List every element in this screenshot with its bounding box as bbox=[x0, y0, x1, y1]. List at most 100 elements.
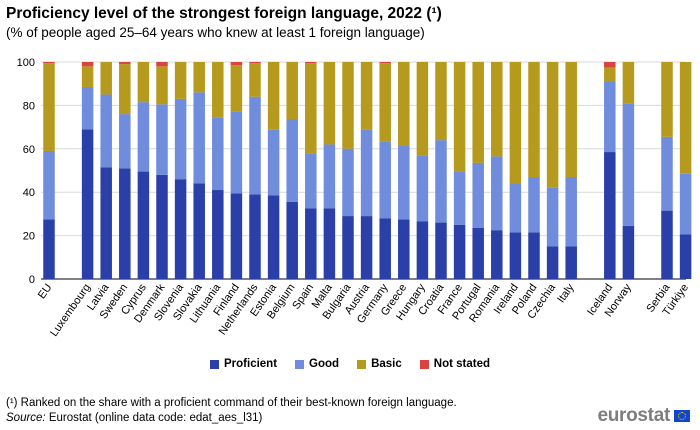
x-tick-label: Italy bbox=[555, 281, 577, 305]
bar-segment-not-stated bbox=[43, 62, 55, 64]
bar-segment-basic bbox=[305, 63, 317, 154]
chart-title: Proficiency level of the strongest forei… bbox=[6, 5, 442, 22]
legend-swatch-good bbox=[295, 359, 305, 369]
bar-segment-good bbox=[249, 96, 261, 195]
source-text: Eurostat (online data code: edat_aes_l31… bbox=[48, 412, 263, 424]
bar-segment-proficient bbox=[119, 168, 131, 279]
bar-segment-basic bbox=[193, 62, 205, 93]
bar-segment-basic bbox=[491, 62, 503, 157]
bar-segment-good bbox=[119, 114, 131, 169]
bar-segment-good bbox=[360, 129, 373, 217]
bar-segment-good bbox=[398, 145, 410, 220]
legend-item-basic: Basic bbox=[357, 358, 402, 370]
legend: Proficient Good Basic Not stated bbox=[0, 358, 700, 370]
stacked-bar-chart: 020406080100EULuxembourgLatviaSwedenCypr… bbox=[17, 57, 692, 339]
eurostat-logo: eurostat bbox=[597, 405, 690, 427]
bar-segment-proficient bbox=[546, 246, 559, 279]
bar-segment-proficient bbox=[137, 171, 150, 279]
bar-segment-proficient bbox=[193, 183, 205, 279]
eu-flag-icon bbox=[674, 410, 690, 422]
bar-segment-proficient bbox=[661, 210, 673, 279]
bar-segment-basic bbox=[622, 62, 635, 104]
bar-segment-basic bbox=[81, 66, 94, 87]
bar-segment-proficient bbox=[472, 228, 484, 279]
bar-segment-proficient bbox=[249, 194, 261, 279]
source-line: Source: Eurostat (online data code: edat… bbox=[6, 412, 262, 424]
bar-segment-proficient bbox=[679, 234, 692, 279]
bar-segment-proficient bbox=[43, 219, 55, 279]
bar-segment-good bbox=[528, 177, 540, 233]
bar-segment-basic bbox=[119, 64, 131, 115]
x-tick-label: EU bbox=[36, 282, 55, 301]
bar-segment-basic bbox=[267, 62, 280, 130]
bar-segment-basic bbox=[565, 62, 577, 178]
bar-segment-good bbox=[509, 183, 522, 233]
bar-segment-good bbox=[43, 150, 55, 220]
bar-segment-good bbox=[100, 94, 112, 168]
bar-segment-basic bbox=[249, 63, 261, 97]
bar-segment-not-stated bbox=[604, 62, 616, 68]
y-tick-label: 0 bbox=[29, 274, 35, 286]
bar-segment-proficient bbox=[156, 174, 168, 279]
bar-segment-proficient bbox=[435, 222, 447, 279]
source-label: Source: bbox=[6, 412, 46, 424]
legend-item-good: Good bbox=[295, 358, 339, 370]
bar-segment-good bbox=[379, 141, 391, 219]
bar-segment-not-stated bbox=[156, 62, 168, 67]
bar-segment-proficient bbox=[565, 246, 577, 279]
bar-segment-good bbox=[546, 187, 559, 247]
bar-segment-proficient bbox=[453, 224, 466, 279]
y-tick-label: 100 bbox=[17, 57, 35, 69]
bar-segment-basic bbox=[212, 62, 224, 118]
logo-text: eurostat bbox=[597, 405, 670, 426]
bar-segment-basic bbox=[528, 62, 540, 178]
bar-segment-proficient bbox=[379, 218, 391, 279]
bar-segment-good bbox=[156, 104, 168, 175]
bar-segment-basic bbox=[679, 62, 692, 174]
bar-segment-basic bbox=[100, 62, 112, 95]
bar-segment-proficient bbox=[360, 216, 373, 279]
bar-segment-good bbox=[491, 156, 503, 231]
bar-segment-basic bbox=[230, 65, 243, 112]
bar-segment-good bbox=[453, 171, 466, 225]
bar-segment-basic bbox=[379, 63, 391, 142]
bar-segment-basic bbox=[435, 62, 447, 141]
x-tick-label: Luxembourg bbox=[48, 282, 93, 339]
bar-segment-basic bbox=[174, 62, 187, 99]
bar-segment-good bbox=[679, 173, 692, 235]
bar-segment-basic bbox=[661, 62, 673, 137]
legend-swatch-not-stated bbox=[419, 359, 429, 369]
bar-segment-proficient bbox=[174, 179, 187, 279]
bar-segment-proficient bbox=[398, 219, 410, 279]
bar-segment-not-stated bbox=[249, 62, 261, 64]
bar-segment-basic bbox=[43, 63, 55, 151]
legend-swatch-proficient bbox=[210, 359, 219, 369]
bar-segment-good bbox=[267, 129, 280, 196]
bar-segment-basic bbox=[360, 62, 373, 130]
bar-segment-proficient bbox=[416, 221, 429, 279]
bar-segment-good bbox=[323, 144, 336, 209]
bar-segment-good bbox=[622, 103, 635, 226]
bar-segment-proficient bbox=[528, 232, 540, 279]
bar-segment-basic bbox=[156, 66, 168, 105]
y-tick-label: 20 bbox=[23, 231, 35, 243]
bar-segment-good bbox=[230, 111, 243, 194]
bar-segment-proficient bbox=[509, 232, 522, 279]
bar-segment-basic bbox=[398, 62, 410, 146]
bar-segment-proficient bbox=[491, 230, 503, 279]
bar-segment-basic bbox=[604, 67, 616, 82]
bar-segment-basic bbox=[137, 62, 150, 103]
y-tick-label: 60 bbox=[23, 144, 35, 156]
y-tick-label: 80 bbox=[23, 100, 35, 112]
bar-segment-good bbox=[193, 92, 205, 184]
bar-segment-good bbox=[435, 140, 447, 223]
bar-segment-basic bbox=[323, 62, 336, 145]
bar-segment-proficient bbox=[286, 201, 298, 279]
bar-segment-basic bbox=[416, 62, 429, 156]
legend-item-proficient: Proficient bbox=[210, 358, 277, 370]
bar-segment-proficient bbox=[212, 190, 224, 279]
bar-segment-good bbox=[565, 177, 577, 247]
bar-segment-not-stated bbox=[230, 62, 243, 66]
bar-segment-proficient bbox=[323, 208, 336, 279]
bar-segment-good bbox=[286, 119, 298, 202]
